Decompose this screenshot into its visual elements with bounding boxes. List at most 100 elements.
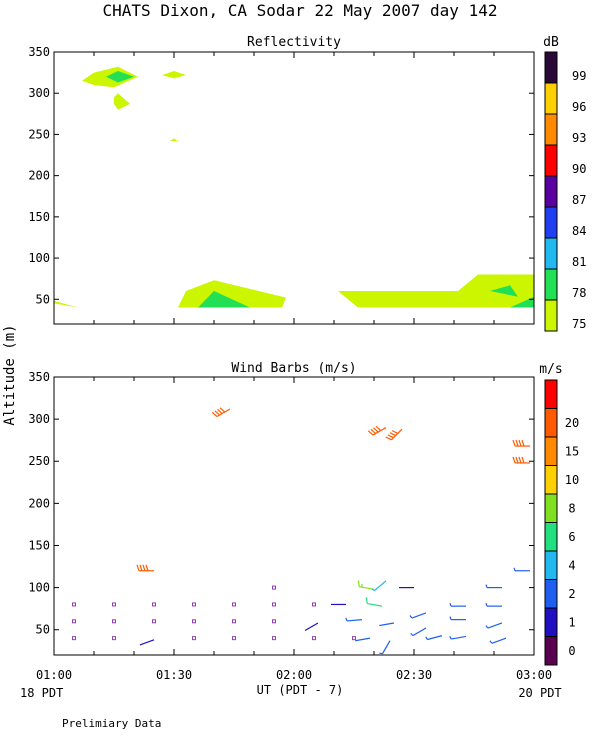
wind-barbs-frame bbox=[53, 376, 535, 656]
wind-colorbar-swatch bbox=[544, 465, 558, 495]
calm-marker bbox=[272, 602, 276, 607]
calm-marker bbox=[72, 602, 76, 607]
x-axis-label: UT (PDT - 7) bbox=[257, 683, 344, 697]
wind-barb bbox=[449, 602, 466, 607]
reflectivity-colorbar-label: 93 bbox=[572, 131, 586, 145]
wind-colorbar: 0 1 2 4 6 8 10 15 20 bbox=[544, 379, 579, 666]
refl-y-tick-label: 250 bbox=[28, 127, 50, 141]
wind-barbs-axes: 50 100 150 200 250 300 350 01:00 01:30 02:00 02:30… bbox=[28, 370, 552, 682]
wind-y-tick-label: 350 bbox=[28, 370, 50, 384]
refl-y-tick-label: 150 bbox=[28, 210, 50, 224]
reflectivity-region-75 bbox=[54, 300, 78, 308]
wind-barbs-panel: Wind Barbs (m/s) 5010015020025030035001:… bbox=[28, 361, 579, 682]
wind-y-tick-label: 50 bbox=[36, 623, 50, 637]
reflectivity-colorbar: 75 78 81 84 87 90 93 96 99 bbox=[544, 51, 586, 332]
wind-barb bbox=[449, 635, 467, 640]
wind-colorbar-label: 15 bbox=[565, 444, 579, 458]
wind-barb bbox=[357, 580, 375, 590]
wind-barb bbox=[409, 612, 427, 619]
wind-barb bbox=[379, 622, 395, 627]
calm-marker bbox=[352, 636, 356, 641]
wind-barb bbox=[365, 597, 383, 607]
wind-y-tick-label: 250 bbox=[28, 454, 50, 468]
reflectivity-colorbar-swatch bbox=[544, 206, 558, 239]
wind-barb bbox=[385, 428, 403, 441]
reflectivity-region-75 bbox=[170, 138, 178, 141]
reflectivity-colorbar-unit: dB bbox=[543, 35, 559, 50]
refl-y-tick-label: 50 bbox=[36, 292, 50, 306]
calm-marker bbox=[232, 602, 236, 607]
reflectivity-region-78 bbox=[510, 296, 534, 308]
calm-marker bbox=[272, 619, 276, 624]
calm-marker bbox=[272, 585, 276, 590]
calm-marker bbox=[192, 636, 196, 641]
wind-barb bbox=[379, 640, 391, 655]
wind-barb bbox=[355, 637, 371, 642]
wind-colorbar-label: 6 bbox=[568, 530, 575, 544]
reflectivity-title: Reflectivity bbox=[247, 35, 341, 50]
wind-colorbar-unit: m/s bbox=[539, 362, 562, 377]
wind-colorbar-swatch bbox=[544, 408, 558, 438]
wind-y-tick-label: 100 bbox=[28, 581, 50, 595]
reflectivity-region-78 bbox=[490, 285, 518, 297]
wind-colorbar-label: 20 bbox=[565, 416, 579, 430]
wind-barb bbox=[304, 622, 319, 632]
wind-colorbar-swatch bbox=[544, 436, 558, 466]
reflectivity-contours bbox=[54, 66, 534, 308]
calm-marker bbox=[192, 602, 196, 607]
x-tick-label: 03:00 bbox=[516, 668, 552, 682]
wind-barb bbox=[485, 584, 502, 589]
wind-barb bbox=[367, 425, 387, 436]
wind-barb bbox=[345, 617, 363, 622]
wind-colorbar-swatch bbox=[544, 522, 558, 552]
reflectivity-frame bbox=[53, 51, 535, 325]
wind-colorbar-label: 2 bbox=[568, 587, 575, 601]
wind-y-tick-label: 300 bbox=[28, 412, 50, 426]
calm-marker bbox=[72, 636, 76, 641]
calm-marker bbox=[152, 619, 156, 624]
wind-colorbar-label: 10 bbox=[565, 473, 579, 487]
reflectivity-colorbar-label: 84 bbox=[572, 224, 586, 238]
calm-marker bbox=[112, 602, 116, 607]
x-tick-label: 01:00 bbox=[36, 668, 72, 682]
calm-marker bbox=[312, 636, 316, 641]
wind-y-tick-label: 200 bbox=[28, 496, 50, 510]
wind-colorbar-label: 8 bbox=[568, 501, 575, 515]
wind-barb bbox=[489, 637, 507, 644]
wind-y-tick-label: 150 bbox=[28, 538, 50, 552]
reflectivity-colorbar-swatch bbox=[544, 299, 558, 332]
calm-marker bbox=[312, 602, 316, 607]
calm-marker bbox=[232, 619, 236, 624]
wind-barb-marks bbox=[72, 407, 530, 655]
refl-y-tick-label: 100 bbox=[28, 251, 50, 265]
wind-colorbar-swatch bbox=[544, 636, 558, 666]
reflectivity-colorbar-label: 90 bbox=[572, 162, 586, 176]
reflectivity-colorbar-swatch bbox=[544, 237, 558, 270]
wind-barb bbox=[449, 616, 466, 621]
figure-title: CHATS Dixon, CA Sodar 22 May 2007 day 14… bbox=[103, 1, 498, 20]
reflectivity-colorbar-label: 87 bbox=[572, 193, 586, 207]
wind-barb bbox=[425, 635, 443, 641]
wind-barb bbox=[485, 602, 502, 607]
reflectivity-colorbar-swatch bbox=[544, 144, 558, 177]
calm-marker bbox=[112, 636, 116, 641]
wind-colorbar-swatch bbox=[544, 607, 558, 637]
reflectivity-axes: 50 100 150 200 250 300 350 bbox=[28, 45, 535, 324]
calm-marker bbox=[152, 602, 156, 607]
x-tick-label: 02:30 bbox=[396, 668, 432, 682]
reflectivity-region-75 bbox=[162, 71, 186, 79]
reflectivity-colorbar-label: 99 bbox=[572, 69, 586, 83]
calm-marker bbox=[272, 636, 276, 641]
calm-marker bbox=[72, 619, 76, 624]
wind-colorbar-label: 0 bbox=[568, 644, 575, 658]
x-tick-label: 01:30 bbox=[156, 668, 192, 682]
wind-colorbar-swatch bbox=[544, 550, 558, 580]
wind-colorbar-swatch bbox=[544, 379, 558, 409]
footer-note: Prelimiary Data bbox=[62, 717, 161, 730]
refl-y-tick-label: 200 bbox=[28, 169, 50, 183]
calm-marker bbox=[192, 619, 196, 624]
reflectivity-region-78 bbox=[106, 71, 134, 83]
calm-marker bbox=[232, 636, 236, 641]
